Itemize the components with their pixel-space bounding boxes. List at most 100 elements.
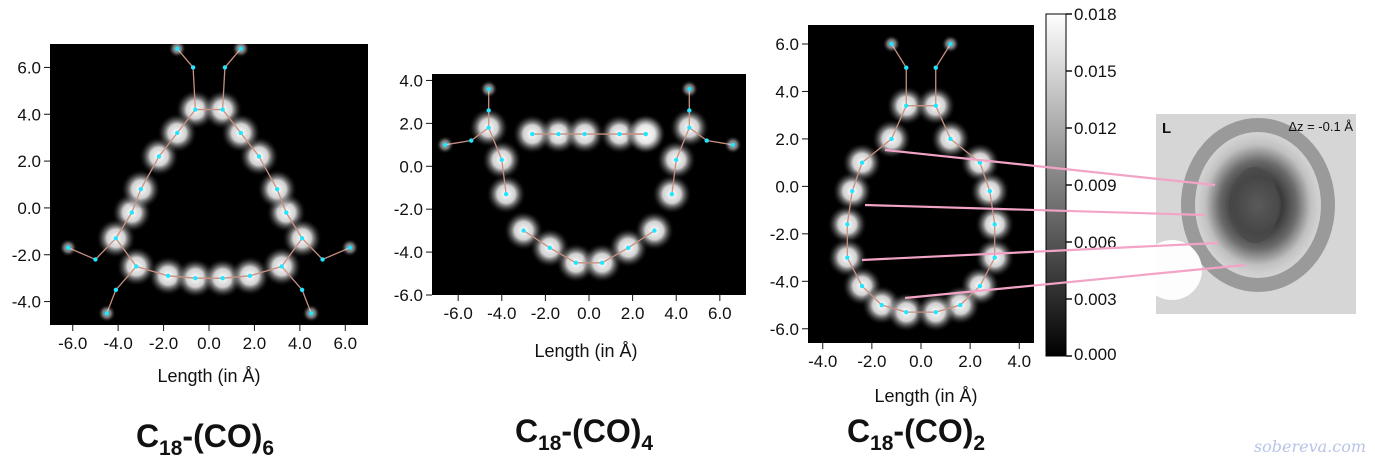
x-tick-label: 0.0: [577, 304, 601, 323]
x-tick-label: -4.0: [487, 304, 516, 323]
carbon-atom-marker: [889, 136, 894, 142]
carbon-atom-marker: [190, 65, 196, 70]
bond-line: [131, 188, 142, 213]
density-marks-co2: [827, 34, 1015, 333]
carbon-atom-marker: [859, 160, 865, 165]
bond-line: [935, 105, 952, 140]
carbon-atom-marker: [220, 107, 225, 112]
bond-line: [285, 212, 303, 239]
y-tick-label: 2.0: [17, 152, 41, 171]
carbon-atom-marker: [933, 309, 938, 315]
colorbar-tick-label: 0.003: [1074, 290, 1117, 309]
carbon-atom-marker: [279, 264, 284, 269]
carbon-atom-marker: [652, 228, 657, 233]
carbon-atom-marker: [933, 103, 938, 108]
colorbar-tick-label: 0.009: [1074, 176, 1117, 195]
x-ticks-co6: -6.0 -4.0 -2.0 0.0 2.0 4.0 6.0: [58, 325, 357, 353]
carbon-atom-marker: [469, 138, 474, 143]
oxygen-atom-marker: [238, 46, 243, 51]
bond-line: [861, 285, 883, 306]
bond-line: [851, 162, 863, 192]
bond-line: [846, 191, 853, 225]
carbon-atom-marker: [256, 154, 262, 159]
carbon-atom-marker: [850, 188, 855, 194]
carbon-atom-marker: [247, 273, 253, 279]
carbon-atom-marker: [904, 103, 909, 108]
x-tick-label: 0.0: [909, 352, 933, 371]
bond-line: [470, 127, 490, 142]
bond-line: [846, 257, 863, 287]
carbon-atom-marker: [220, 275, 225, 281]
y-tick-label: 4.0: [17, 105, 41, 124]
oxygen-atom-marker: [948, 41, 953, 47]
bond-line: [115, 212, 133, 239]
carbon-atom-marker: [134, 264, 139, 269]
bond-line: [488, 127, 503, 161]
carbon-atom-marker: [948, 136, 953, 142]
bond-line: [671, 159, 677, 195]
carbon-atom-marker: [704, 138, 709, 143]
carbon-atom-marker: [845, 222, 850, 227]
heatmap-panel-co2: -4.0 -2.0 0.0 2.0 4.0 6.0 4.0 2.0 0.0 -2.0 -4.0 -6…: [770, 25, 1034, 406]
colorbar-tick-label: 0.012: [1074, 119, 1117, 138]
carbon-atom-marker: [987, 188, 992, 194]
carbon-atom-marker: [687, 125, 692, 130]
x-ticks-co4: -6.0 -4.0 -2.0 0.0 2.0 4.0 6.0: [444, 295, 732, 323]
carbon-atom-marker: [138, 186, 144, 192]
carbon-atom-marker: [299, 287, 305, 293]
x-tick-label: 4.0: [1007, 352, 1031, 371]
stm-ring-inner: [1231, 167, 1279, 243]
bond-line: [115, 266, 137, 291]
carbon-atom-marker: [556, 131, 561, 137]
x-axis-label-co2: Length (in Å): [874, 386, 977, 406]
carbon-atom-marker: [165, 273, 171, 279]
carbon-atom-marker: [93, 257, 98, 262]
oxygen-atom-marker: [175, 46, 180, 51]
x-tick-label: 4.0: [664, 304, 688, 323]
carbon-atom-marker: [222, 65, 228, 70]
heatmap-panel-co6: -6.0 -4.0 -2.0 0.0 2.0 4.0 6.0 6.0 4.0 2.0 0.0 -2.…: [12, 44, 368, 386]
heatmap-panel-co4: -6.0 -4.0 -2.0 0.0 2.0 4.0 6.0 4.0 2.0 0.0 -2.0 -4…: [394, 71, 746, 361]
bond-line: [192, 67, 197, 110]
bond-line: [115, 237, 137, 267]
y-tick-label: 0.0: [17, 199, 41, 218]
bond-line: [222, 109, 242, 134]
carbon-atom-marker: [977, 283, 983, 289]
colorbar-tick-label: 0.006: [1074, 233, 1117, 252]
bond-line: [523, 230, 551, 249]
y-ticks-co2: 6.0 4.0 2.0 0.0 -2.0 -4.0 -6.0: [770, 35, 808, 339]
bond-line: [890, 105, 907, 140]
stm-dz-label: Δz = -0.1 Å: [1288, 119, 1353, 134]
bond-line: [979, 257, 996, 287]
correspondence-lines: [861, 148, 1246, 300]
oxygen-atom-marker: [486, 86, 491, 92]
oxygen-atom-marker: [730, 142, 736, 148]
bond-line: [627, 230, 655, 249]
colorbar: 0.018 0.015 0.012 0.009 0.006 0.003 0.000: [1045, 5, 1117, 364]
y-ticks-co6: 6.0 4.0 2.0 0.0 -2.0 -4.0: [12, 58, 50, 312]
bond-line: [881, 304, 907, 313]
x-tick-label: -6.0: [444, 304, 473, 323]
bond-line: [959, 285, 981, 306]
y-tick-label: -4.0: [770, 272, 799, 291]
bond-line: [935, 304, 961, 313]
carbon-atom-marker: [626, 245, 631, 250]
oxygen-atom-marker: [309, 311, 314, 316]
x-axis-label-co4: Length (in Å): [534, 341, 637, 361]
connector-line: [904, 263, 1246, 300]
bond-line: [168, 275, 196, 279]
carbon-atom-marker: [845, 255, 850, 260]
colorbar-tick-label: 0.015: [1074, 62, 1117, 81]
carbon-atom-marker: [156, 154, 162, 159]
bond-line: [249, 265, 282, 277]
y-tick-label: 2.0: [775, 130, 799, 149]
x-tick-label: -4.0: [103, 334, 132, 353]
bond-line: [140, 156, 160, 190]
carbon-atom-marker: [992, 255, 997, 260]
carbon-atom-marker: [486, 108, 491, 113]
carbon-atom-marker: [582, 131, 587, 137]
y-tick-label: 6.0: [17, 58, 41, 77]
x-ticks-co2: -4.0 -2.0 0.0 2.0 4.0: [808, 343, 1031, 371]
bond-line: [601, 247, 629, 264]
